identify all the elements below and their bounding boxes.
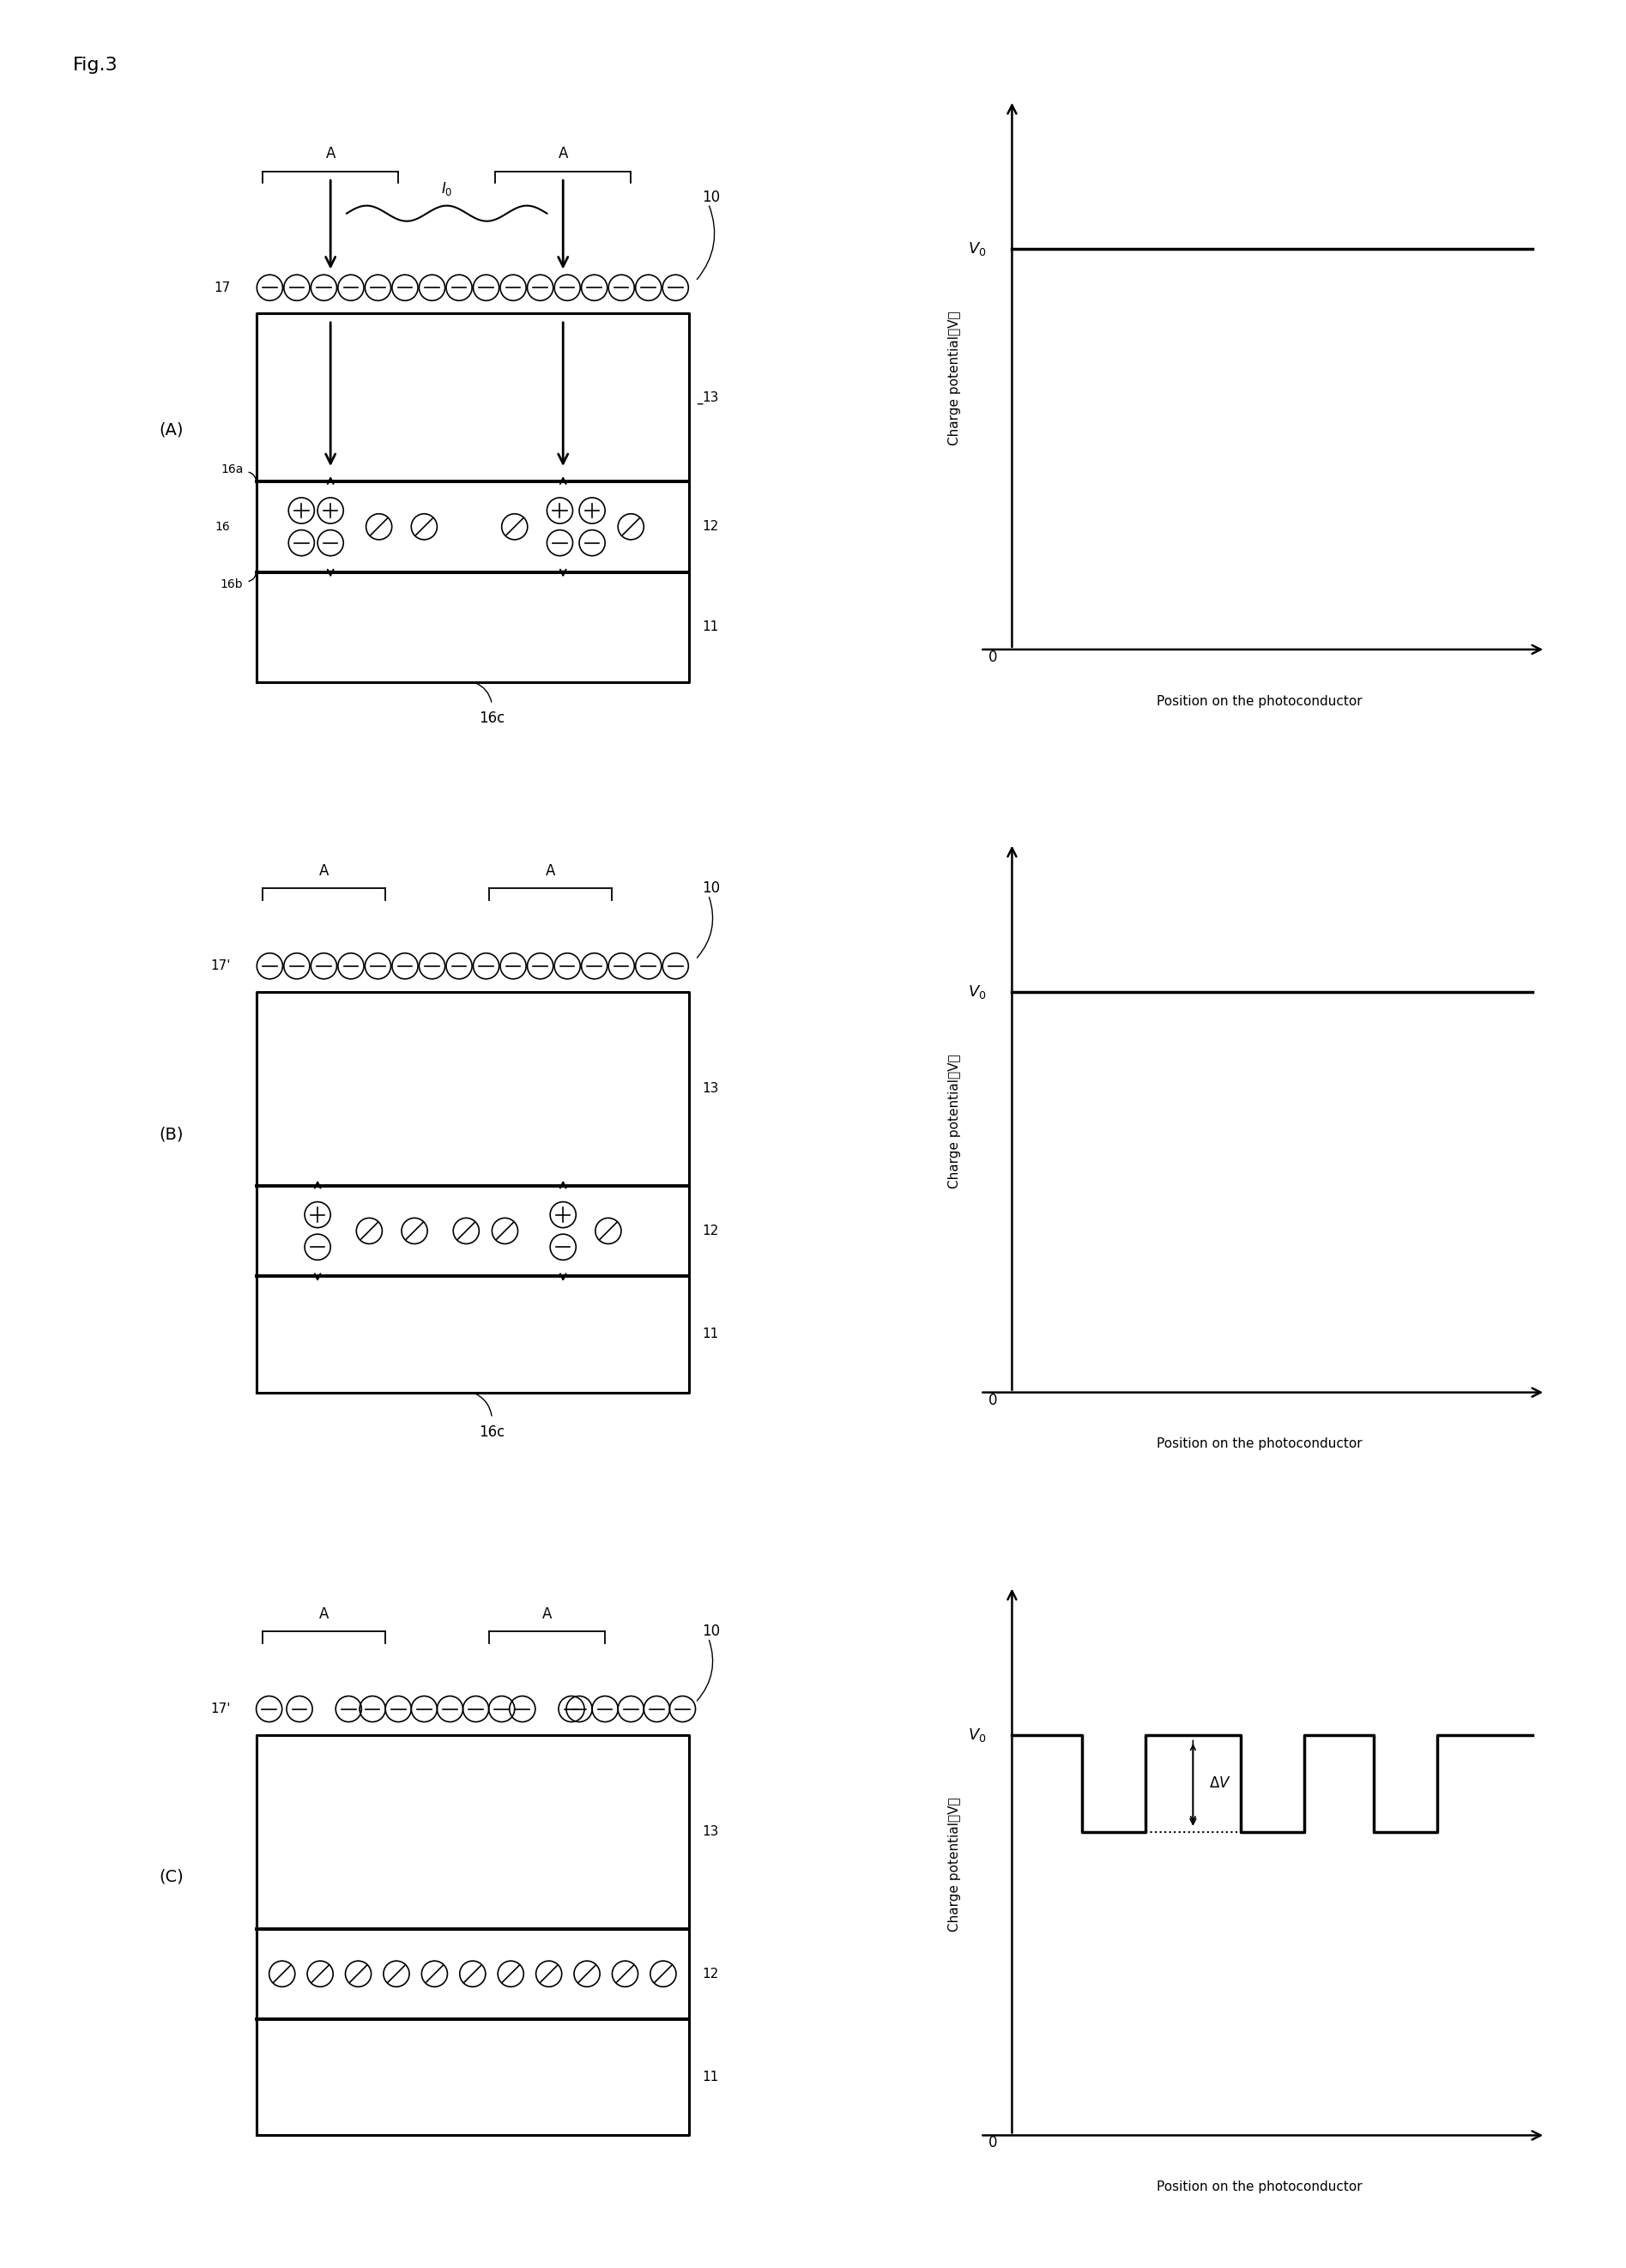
Text: 10: 10 bbox=[702, 880, 720, 896]
Text: $V_0$: $V_0$ bbox=[967, 1726, 987, 1744]
Text: 11: 11 bbox=[702, 1327, 719, 1340]
Text: Charge potential（V）: Charge potential（V） bbox=[948, 1055, 961, 1188]
Text: 13: 13 bbox=[702, 1082, 719, 1095]
Text: A: A bbox=[541, 1606, 551, 1622]
Text: 13: 13 bbox=[702, 390, 719, 404]
Text: 11: 11 bbox=[702, 2071, 719, 2084]
Text: Position on the photoconductor: Position on the photoconductor bbox=[1156, 694, 1363, 708]
Text: A: A bbox=[325, 145, 335, 161]
Text: 16: 16 bbox=[215, 522, 231, 533]
Text: Position on the photoconductor: Position on the photoconductor bbox=[1156, 2180, 1363, 2193]
Text: 17': 17' bbox=[210, 1703, 231, 1715]
Text: (C): (C) bbox=[159, 1869, 184, 1885]
Text: (A): (A) bbox=[159, 422, 184, 438]
Text: 12: 12 bbox=[702, 1966, 719, 1980]
Text: A: A bbox=[558, 145, 567, 161]
Text: Charge potential（V）: Charge potential（V） bbox=[948, 311, 961, 445]
Text: 12: 12 bbox=[702, 1225, 719, 1238]
Text: A: A bbox=[319, 1606, 328, 1622]
Text: 13: 13 bbox=[702, 1826, 719, 1837]
Text: A: A bbox=[545, 864, 554, 878]
Text: 11: 11 bbox=[702, 621, 719, 633]
Text: 16c: 16c bbox=[480, 1424, 506, 1440]
Text: 17': 17' bbox=[210, 959, 231, 973]
Text: 16c: 16c bbox=[480, 710, 506, 726]
Text: 0: 0 bbox=[989, 1393, 997, 1408]
Text: $I_0$: $I_0$ bbox=[441, 179, 452, 197]
Text: $\Delta V$: $\Delta V$ bbox=[1208, 1776, 1231, 1792]
Text: Charge potential（V）: Charge potential（V） bbox=[948, 1796, 961, 1932]
Text: $V_0$: $V_0$ bbox=[967, 984, 987, 1000]
Text: A: A bbox=[319, 864, 328, 878]
Text: 10: 10 bbox=[702, 191, 720, 204]
Text: Fig.3: Fig.3 bbox=[73, 57, 119, 75]
Text: 0: 0 bbox=[989, 2136, 997, 2150]
Text: (B): (B) bbox=[159, 1125, 184, 1143]
Text: 16b: 16b bbox=[221, 578, 244, 590]
Text: 12: 12 bbox=[702, 519, 719, 533]
Text: $V_0$: $V_0$ bbox=[967, 240, 987, 259]
Text: Position on the photoconductor: Position on the photoconductor bbox=[1156, 1438, 1363, 1452]
Text: 17: 17 bbox=[215, 281, 231, 295]
Text: 0: 0 bbox=[989, 649, 997, 665]
Text: 10: 10 bbox=[702, 1624, 720, 1640]
Text: 16a: 16a bbox=[221, 463, 244, 474]
